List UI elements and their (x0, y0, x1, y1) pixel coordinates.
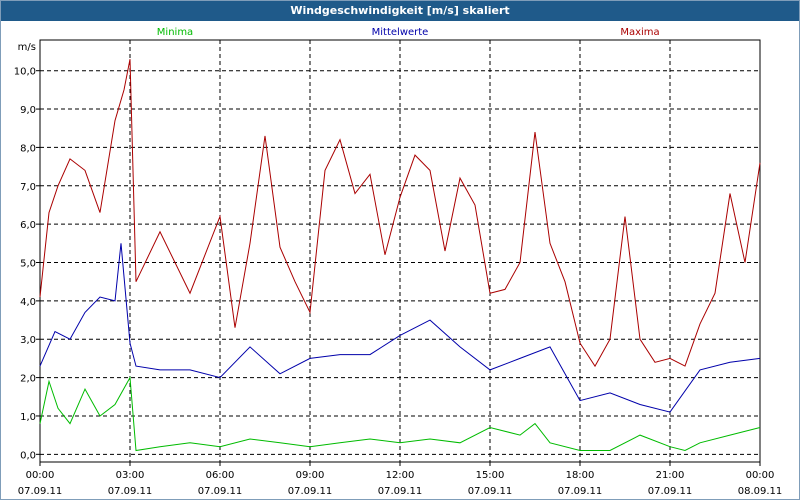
y-tick-label: 4,0 (20, 297, 36, 308)
x-tick-time: 21:00 (656, 470, 685, 481)
legend-mittelwerte: Mittelwerte (372, 27, 429, 38)
y-tick-label: 9,0 (20, 105, 36, 116)
x-tick-time: 15:00 (476, 470, 505, 481)
x-tick-date: 07.09.11 (198, 486, 243, 497)
series-line-minima (39, 375, 761, 452)
x-tick-time: 03:00 (116, 470, 145, 481)
y-tick-label: 3,0 (20, 335, 36, 346)
x-tick-time: 06:00 (206, 470, 235, 481)
x-tick-time: 00:00 (746, 470, 775, 481)
y-tick-label: 8,0 (20, 143, 36, 154)
x-tick-time: 00:00 (26, 470, 55, 481)
x-tick-time: 09:00 (296, 470, 325, 481)
x-tick-date: 08.09.11 (738, 486, 783, 497)
x-tick-date: 07.09.11 (108, 486, 153, 497)
y-tick-label: 6,0 (20, 220, 36, 231)
legend-minima: Minima (157, 27, 193, 38)
x-tick-time: 12:00 (386, 470, 415, 481)
x-tick-date: 07.09.11 (18, 486, 63, 497)
series-line-maxima (39, 59, 761, 368)
y-tick-label: 5,0 (20, 259, 36, 270)
x-tick-date: 07.09.11 (558, 486, 603, 497)
y-axis-label: m/s (18, 42, 36, 53)
x-tick-date: 07.09.11 (288, 486, 333, 497)
y-tick-label: 10,0 (14, 67, 36, 78)
chart-title: Windgeschwindigkeit [m/s] skaliert (1, 1, 799, 21)
legend-maxima: Maxima (620, 27, 659, 38)
y-tick-label: 7,0 (20, 182, 36, 193)
x-tick-date: 07.09.11 (378, 486, 423, 497)
y-tick-label: 2,0 (20, 374, 36, 385)
y-tick-label: 1,0 (20, 412, 36, 423)
x-tick-time: 18:00 (566, 470, 595, 481)
series-line-mittelwerte (39, 243, 761, 413)
x-tick-date: 07.09.11 (468, 486, 513, 497)
y-tick-label: 0,0 (20, 450, 36, 461)
x-tick-date: 07.09.11 (648, 486, 693, 497)
